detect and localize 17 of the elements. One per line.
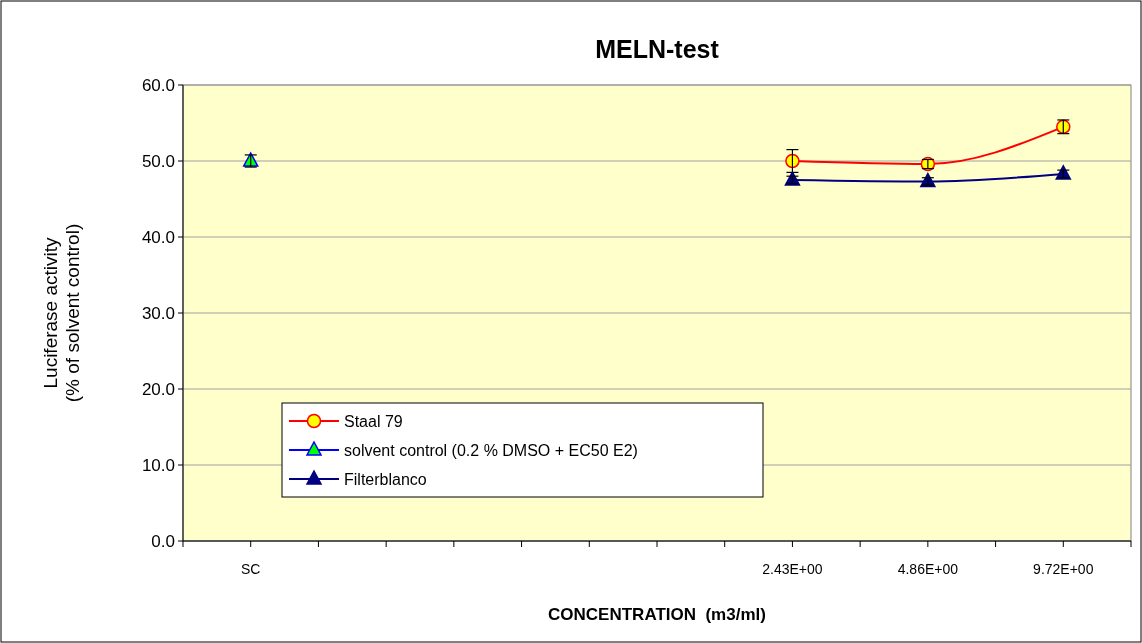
chart-title: MELN-test (595, 35, 720, 63)
y-tick-label: 0.0 (151, 531, 175, 551)
y-tick-label: 30.0 (141, 303, 175, 323)
y-tick-label: 60.0 (141, 75, 175, 95)
y-axis-title: Luciferase activity (% of solvent control) (39, 223, 84, 403)
legend-label: Staal 79 (344, 412, 403, 430)
x-tick-label: 9.72E+00 (1033, 561, 1094, 577)
y-tick-label: 50.0 (141, 151, 175, 171)
x-axis-title: CONCENTRATION (m3/ml) (548, 605, 766, 624)
x-tick-label: SC (240, 561, 261, 577)
y-tick-label: 20.0 (141, 379, 175, 399)
x-tick-label: 4.86E+00 (897, 561, 959, 577)
legend-label: Filterblanco (344, 470, 427, 488)
x-tick-label: 2.43E+00 (762, 561, 823, 577)
y-tick-label: 40.0 (141, 227, 175, 247)
y-tick-label: 10.0 (141, 455, 175, 475)
legend-label: solvent control (0.2 % DMSO + EC50 E2) (344, 441, 638, 459)
